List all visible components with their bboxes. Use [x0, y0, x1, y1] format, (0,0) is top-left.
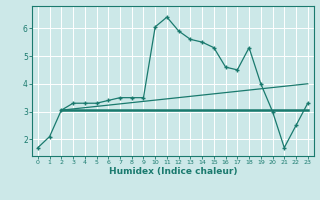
- X-axis label: Humidex (Indice chaleur): Humidex (Indice chaleur): [108, 167, 237, 176]
